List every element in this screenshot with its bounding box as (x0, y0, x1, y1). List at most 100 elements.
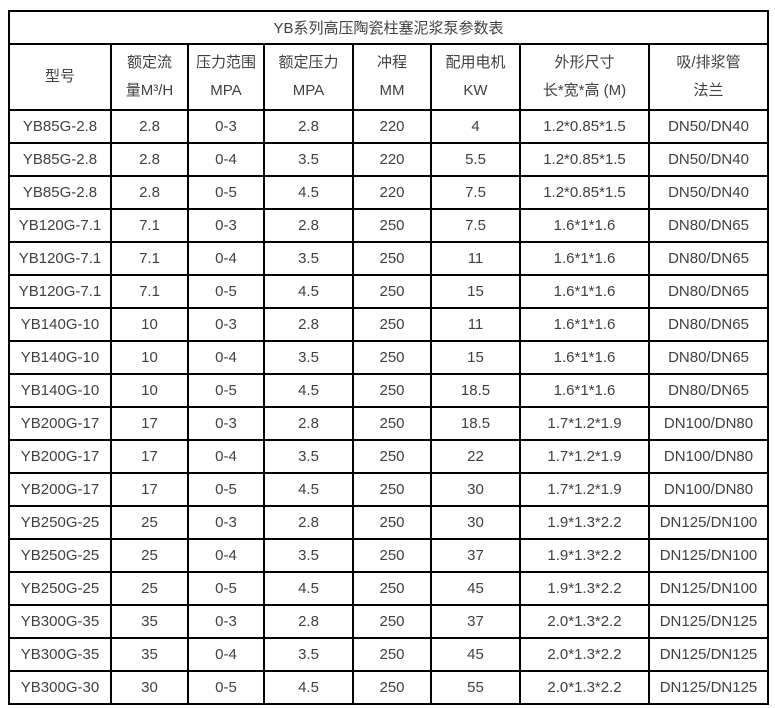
table-cell: 0-5 (187, 472, 265, 507)
table-cell: 18.5 (430, 373, 521, 408)
table-cell: 11 (430, 307, 521, 342)
table-cell: 4.5 (263, 175, 354, 210)
column-header-label: KW (463, 82, 488, 99)
table-cell: 25 (110, 571, 189, 606)
table-cell: 10 (110, 340, 189, 375)
table-cell: 250 (352, 637, 432, 672)
column-header-label: 长*宽*高 (M) (542, 82, 627, 99)
table-title: YB系列高压陶瓷柱塞泥浆泵参数表 (7, 10, 770, 45)
table-row: YB200G-17 17 0-5 4.5 250 30 1.7*1.2*1.9 DN100/D… (8, 472, 770, 507)
table-body: YB85G-2.8 2.8 0-3 2.8 220 4 1.2*0.85*1.5 DN50/D… (8, 109, 770, 705)
table-cell: 250 (352, 670, 432, 705)
table-row: YB250G-25 25 0-4 3.5 250 37 1.9*1.3*2.2 DN125/D… (8, 538, 770, 573)
table-cell: 0-5 (187, 670, 265, 705)
column-header-pressure-range: 压力范围 MPA (187, 43, 265, 111)
table-cell: YB140G-10 (8, 340, 112, 375)
table-cell: 1.6*1*1.6 (519, 373, 650, 408)
table-cell: 0-3 (187, 505, 265, 540)
table-cell: DN125/DN125 (647, 637, 770, 672)
table-cell: 250 (352, 439, 432, 474)
table-cell: 0-4 (187, 241, 265, 276)
table-cell: 25 (110, 505, 189, 540)
table-cell: 1.2*0.85*1.5 (519, 109, 650, 144)
table-cell: 250 (352, 307, 432, 342)
table-cell: YB200G-17 (8, 406, 112, 441)
table-cell: 2.0*1.3*2.2 (519, 637, 650, 672)
table-cell: 30 (110, 670, 189, 705)
table-cell: DN125/DN100 (647, 538, 770, 573)
table-cell: 37 (430, 604, 521, 639)
table-cell: DN80/DN65 (647, 373, 770, 408)
table-cell: 2.8 (263, 505, 354, 540)
table-cell: YB200G-17 (8, 439, 112, 474)
table-cell: 7.5 (430, 208, 521, 243)
table-cell: 2.8 (263, 208, 354, 243)
table-cell: 220 (352, 109, 432, 144)
table-cell: 0-3 (187, 406, 265, 441)
table-cell: YB250G-25 (8, 505, 112, 540)
table-row: YB250G-25 25 0-3 2.8 250 30 1.9*1.3*2.2 DN125/D… (8, 505, 770, 540)
table-cell: DN80/DN65 (647, 340, 770, 375)
table-cell: YB250G-25 (8, 571, 112, 606)
table-row: YB250G-25 25 0-5 4.5 250 45 1.9*1.3*2.2 DN125/D… (8, 571, 770, 606)
table-cell: 220 (352, 175, 432, 210)
column-header-label: 配用电机 (445, 54, 506, 71)
table-cell: 3.5 (263, 439, 354, 474)
table-cell: 0-4 (187, 439, 265, 474)
table-cell: 5.5 (430, 142, 521, 177)
table-cell: YB250G-25 (8, 538, 112, 573)
table-cell: DN80/DN65 (647, 274, 770, 309)
table-cell: DN100/DN80 (647, 472, 770, 507)
table-cell: DN100/DN80 (647, 406, 770, 441)
table-cell: 0-3 (187, 109, 265, 144)
column-header-label: 压力范围 (195, 54, 256, 71)
table-cell: 35 (110, 604, 189, 639)
table-row: YB120G-7.1 7.1 0-5 4.5 250 15 1.6*1*1.6 DN80/DN… (8, 274, 770, 309)
table-cell: 2.8 (263, 604, 354, 639)
table-cell: DN125/DN100 (647, 505, 770, 540)
table-head: YB系列高压陶瓷柱塞泥浆泵参数表 型号 额定流 量M³/H 压力范围 MPA 额… (7, 10, 770, 111)
table-cell: 250 (352, 505, 432, 540)
column-header-rated-flow: 额定流 量M³/H (110, 43, 189, 111)
table-cell: 4 (430, 109, 521, 144)
table-cell: 2.0*1.3*2.2 (519, 604, 650, 639)
table-cell: 7.1 (110, 208, 189, 243)
table-cell: 15 (430, 340, 521, 375)
table-cell: DN125/DN125 (647, 604, 770, 639)
table-cell: 17 (110, 439, 189, 474)
table-cell: 18.5 (430, 406, 521, 441)
table-row: YB200G-17 17 0-4 3.5 250 22 1.7*1.2*1.9 DN100/D… (8, 439, 770, 474)
table-cell: 2.0*1.3*2.2 (519, 670, 650, 705)
column-header-stroke: 冲程 MM (352, 43, 432, 111)
table-cell: 45 (430, 637, 521, 672)
column-header-label: MPA (210, 82, 242, 99)
table-cell: 2.8 (110, 109, 189, 144)
table-cell: 250 (352, 340, 432, 375)
table-cell: 35 (110, 637, 189, 672)
table-cell: DN80/DN65 (647, 241, 770, 276)
column-header-rated-pressure: 额定压力 MPA (263, 43, 354, 111)
table-cell: 1.6*1*1.6 (519, 208, 650, 243)
table-cell: 2.8 (263, 406, 354, 441)
column-header-label: MM (379, 82, 405, 99)
table-title-row: YB系列高压陶瓷柱塞泥浆泵参数表 (7, 10, 770, 45)
table-row: YB85G-2.8 2.8 0-3 2.8 220 4 1.2*0.85*1.5 DN50/D… (8, 109, 770, 144)
column-header-motor: 配用电机 KW (430, 43, 521, 111)
table-row: YB140G-10 10 0-5 4.5 250 18.5 1.6*1*1.6 DN80/DN… (8, 373, 770, 408)
table-cell: 30 (430, 505, 521, 540)
table-row: YB140G-10 10 0-4 3.5 250 15 1.6*1*1.6 DN80/DN65 (8, 340, 770, 375)
table-cell: 1.6*1*1.6 (519, 340, 650, 375)
table-cell: 0-3 (187, 307, 265, 342)
table-cell: 2.8 (263, 109, 354, 144)
table-row: YB300G-35 35 0-3 2.8 250 37 2.0*1.3*2.2 DN125/D… (8, 604, 770, 639)
table-cell: 22 (430, 439, 521, 474)
table-cell: DN50/DN40 (647, 175, 770, 210)
table-cell: 250 (352, 604, 432, 639)
table-cell: 4.5 (263, 472, 354, 507)
table-header-row: 型号 额定流 量M³/H 压力范围 MPA 额定压力 MPA 冲程 MM (8, 43, 770, 111)
column-header-label: MPA (292, 82, 325, 99)
table-row: YB120G-7.1 7.1 0-3 2.8 250 7.5 1.6*1*1.6 DN80/D… (8, 208, 770, 243)
table-cell: 7.1 (110, 241, 189, 276)
table-cell: 3.5 (263, 142, 354, 177)
